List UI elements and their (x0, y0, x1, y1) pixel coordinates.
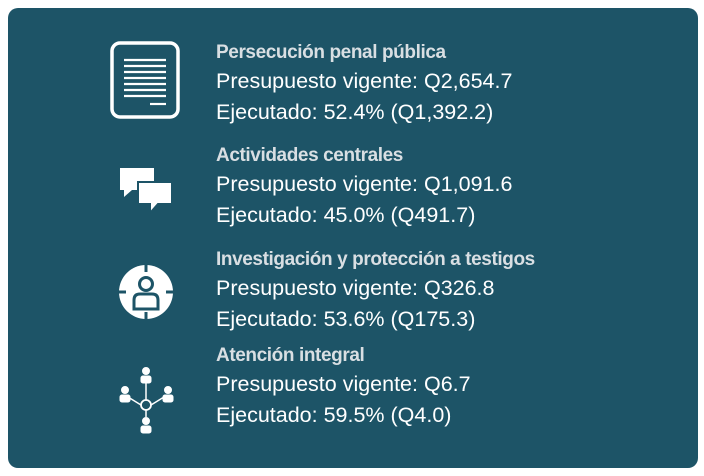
item-executed: Ejecutado: 53.6% (Q175.3) (216, 307, 475, 331)
item-title: Actividades centrales (216, 145, 403, 166)
chat-icon (120, 168, 173, 216)
item-budget: Presupuesto vigente: Q326.8 (216, 276, 495, 300)
item-budget: Presupuesto vigente: Q6.7 (216, 372, 471, 396)
item-title: Persecución penal pública (216, 42, 447, 63)
text-group: Persecución penal pública Presupuesto vig… (216, 42, 535, 427)
item-budget: Presupuesto vigente: Q2,654.7 (216, 69, 512, 93)
item-budget: Presupuesto vigente: Q1,091.6 (216, 172, 512, 196)
network-icon (119, 367, 174, 434)
item-title: Investigación y protección a testigos (216, 249, 535, 270)
item-executed: Ejecutado: 59.5% (Q4.0) (216, 403, 451, 427)
document-icon (110, 41, 180, 119)
item-executed: Ejecutado: 45.0% (Q491.7) (216, 203, 475, 227)
item-title: Atención integral (216, 345, 364, 366)
panel (8, 8, 698, 468)
item-executed: Ejecutado: 52.4% (Q1,392.2) (216, 100, 493, 124)
witness-icon (119, 265, 173, 319)
